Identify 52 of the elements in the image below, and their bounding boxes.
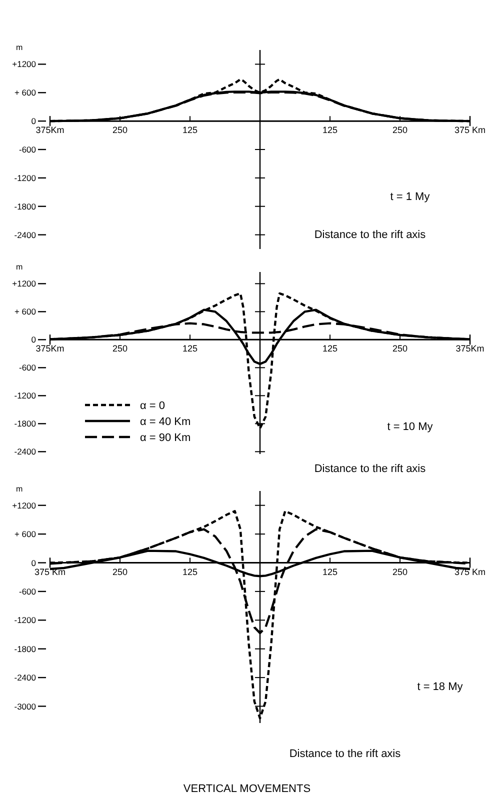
- x-tick-label: 250: [392, 566, 408, 577]
- y-tick-label: -2400: [14, 230, 36, 240]
- x-tick-label: 250: [112, 125, 128, 136]
- y-tick-label: -1800: [14, 644, 36, 654]
- y-tick-label: + 600: [14, 306, 36, 317]
- y-tick-label: -600: [18, 362, 36, 373]
- x-tick-label: 125: [322, 566, 338, 577]
- x-tick-label: 375Km: [36, 344, 64, 354]
- annotation: t = 10 My: [387, 421, 434, 433]
- x-tick-label: 250: [392, 125, 408, 136]
- annotation: t = 18 My: [417, 681, 464, 693]
- y-tick-label: + 600: [14, 88, 36, 98]
- y-tick-label: +1200: [12, 278, 36, 289]
- x-tick-label: 375 Km: [34, 566, 66, 577]
- legend-label: α = 0: [140, 400, 166, 412]
- annotation: t = 1 My: [390, 191, 430, 203]
- y-tick-label: -1800: [14, 201, 36, 212]
- y-axis-title: m: [16, 484, 23, 494]
- x-tick-label: 375Km: [456, 344, 484, 354]
- x-tick-label: 125: [182, 344, 198, 354]
- y-tick-label: -1200: [14, 172, 36, 183]
- y-tick-label: -600: [18, 586, 36, 596]
- y-tick-label: -600: [18, 144, 36, 154]
- x-tick-label: 375Km: [36, 125, 64, 136]
- y-tick-label: -1200: [14, 615, 36, 626]
- x-axis-title: Distance to the rift axis: [289, 748, 402, 760]
- y-tick-label: 0: [31, 558, 36, 568]
- y-tick-label: -1200: [14, 390, 36, 401]
- legend-label: α = 90 Km: [140, 432, 191, 444]
- x-tick-label: 125: [322, 344, 338, 354]
- x-tick-label: 375 Km: [454, 125, 486, 136]
- y-axis-title: m: [16, 262, 23, 272]
- y-tick-label: +1200: [12, 59, 36, 70]
- x-tick-label: 125: [182, 125, 198, 136]
- y-axis-title: m: [16, 43, 23, 52]
- y-tick-label: -2400: [14, 446, 36, 457]
- x-tick-label: 125: [322, 125, 338, 136]
- x-tick-label: 250: [112, 566, 128, 577]
- legend-label: α = 40 Km: [140, 416, 191, 428]
- y-tick-label: 0: [31, 116, 36, 126]
- x-tick-label: 250: [112, 344, 128, 354]
- x-axis-title: Distance to the rift axis: [314, 463, 426, 475]
- x-tick-label: 125: [182, 566, 198, 577]
- x-axis-title: Distance to the rift axis: [314, 229, 426, 241]
- y-tick-label: 0: [31, 334, 36, 345]
- y-tick-label: -2400: [14, 672, 36, 683]
- x-tick-label: 250: [392, 344, 408, 354]
- y-tick-label: +1200: [12, 500, 36, 510]
- text: VERTICAL MOVEMENTS: [183, 783, 311, 795]
- y-tick-label: -1800: [14, 418, 36, 429]
- y-tick-label: -3000: [14, 701, 36, 712]
- y-tick-label: + 600: [14, 529, 36, 540]
